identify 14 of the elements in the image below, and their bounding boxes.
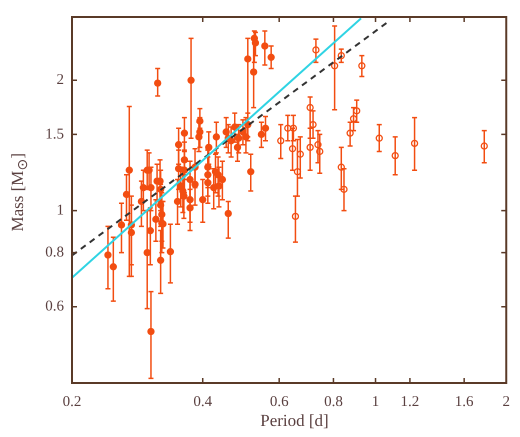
y-tick-label: 1.5 <box>45 126 64 142</box>
x-tick-label: 0.6 <box>270 394 290 410</box>
x-tick-label: 1.6 <box>454 394 474 410</box>
y-tick-label: 2 <box>56 72 64 88</box>
y-tick-label: 0.8 <box>45 244 64 261</box>
y-tick-label: 1 <box>56 202 64 219</box>
y-tick-label: 0.6 <box>45 298 64 315</box>
x-tick-label: 0.2 <box>62 394 82 410</box>
x-tick-label: 0.8 <box>324 394 343 410</box>
x-tick-label: 1 <box>372 394 380 410</box>
x-tick-label: 0.4 <box>193 394 213 410</box>
x-tick-label: 1.2 <box>400 394 420 410</box>
x-axis-title: Period [d] <box>259 411 330 431</box>
x-tick-label: 2 <box>502 394 510 410</box>
